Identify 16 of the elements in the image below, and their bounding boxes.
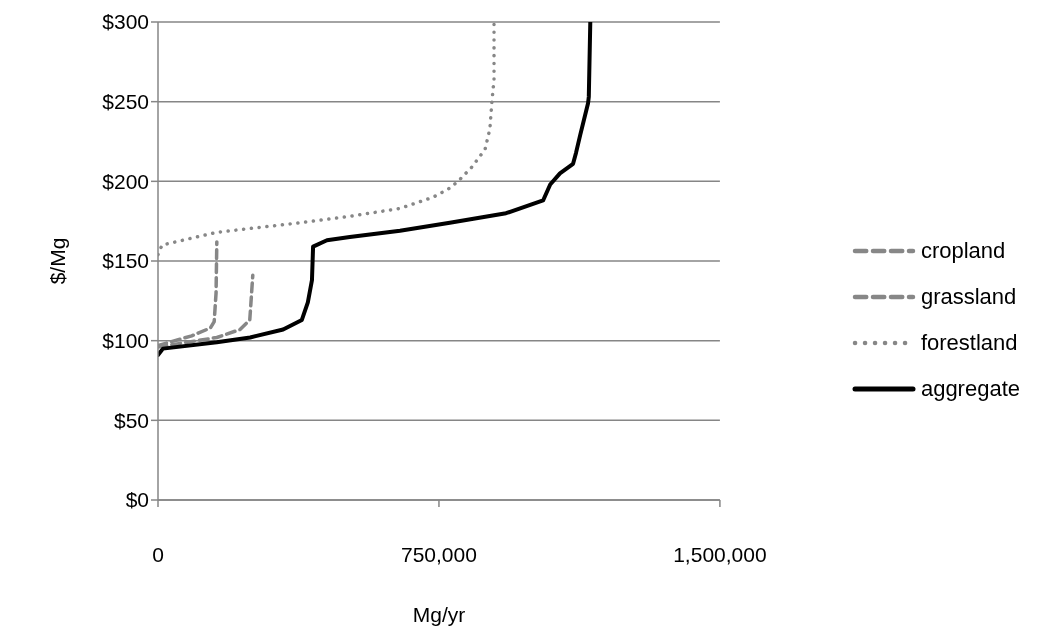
x-tick-label: 1,500,000 [673,542,767,566]
x-axis-title: Mg/yr [412,603,466,626]
y-tick-label: $200 [102,169,149,193]
y-tick-label: $100 [102,329,149,353]
legend-label: cropland [920,238,1006,264]
y-tick-label: $50 [113,408,149,432]
legend-label: grassland [920,284,1017,310]
y-tick-label: $300 [102,10,149,34]
y-tick-label: $150 [102,249,149,273]
y-tick-label: $0 [125,488,149,512]
y-axis-title: $/Mg [46,237,70,285]
x-tick-label: 750,000 [400,542,477,566]
x-tick-label: 0 [152,542,164,566]
y-tick-label: $250 [102,90,149,114]
legend-label: forestland [920,330,1018,356]
legend-label: aggregate [920,376,1020,402]
